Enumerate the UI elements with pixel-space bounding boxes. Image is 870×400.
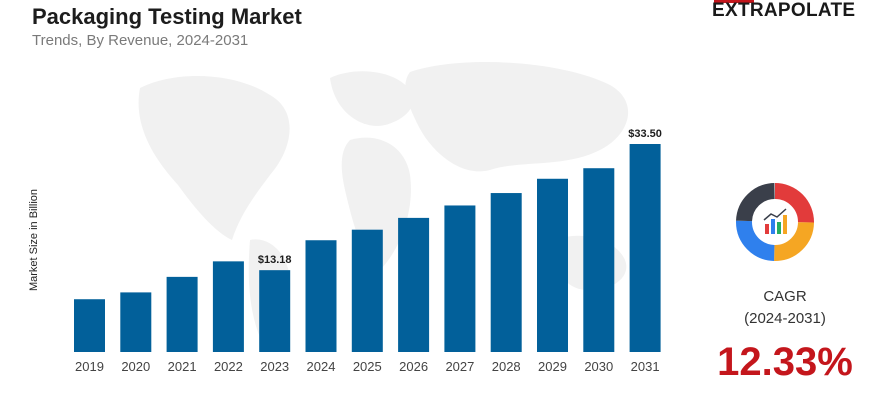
- x-tick-2031: 2031: [631, 359, 660, 374]
- x-tick-2025: 2025: [353, 359, 382, 374]
- chart-title: Packaging Testing Market: [32, 4, 302, 29]
- donut-chart-icon: [736, 183, 814, 261]
- bar-2028: [490, 193, 522, 352]
- bar-chart: 2019 2020 2021 2022 2023 2024 2025 2026 2027 2028…: [74, 62, 662, 374]
- bar-2031: [629, 144, 661, 352]
- brand-accent-bar: [714, 0, 754, 3]
- x-tick-2022: 2022: [214, 359, 243, 374]
- bar-2030: [583, 168, 615, 352]
- bar-2023: [259, 270, 291, 352]
- chart-subtitle: Trends, By Revenue, 2024-2031: [32, 32, 249, 49]
- x-tick-2029: 2029: [538, 359, 567, 374]
- x-tick-2021: 2021: [168, 359, 197, 374]
- x-tick-2026: 2026: [399, 359, 428, 374]
- x-tick-2020: 2020: [121, 359, 150, 374]
- brand-logo: EXTRAPOLATE: [712, 0, 856, 21]
- cagr-label: CAGR: [763, 288, 807, 305]
- x-tick-2019: 2019: [75, 359, 104, 374]
- x-tick-2024: 2024: [307, 359, 336, 374]
- cagr-period: (2024-2031): [744, 310, 826, 327]
- x-tick-2027: 2027: [445, 359, 474, 374]
- x-tick-2028: 2028: [492, 359, 521, 374]
- bar-2026: [398, 217, 430, 352]
- bar-2025: [351, 229, 383, 352]
- bar-2020: [120, 292, 152, 352]
- x-tick-2023: 2023: [260, 359, 289, 374]
- bar-2027: [444, 205, 476, 352]
- bar-2024: [305, 240, 337, 352]
- cagr-value: 12.33%: [717, 340, 853, 384]
- x-tick-2030: 2030: [584, 359, 613, 374]
- bar-2022: [212, 261, 244, 352]
- data-label-2023: $13.18: [258, 254, 292, 266]
- bar-2029: [537, 178, 568, 352]
- bar-2019: [74, 299, 105, 352]
- data-label-2031: $33.50: [628, 128, 662, 140]
- bar-2021: [166, 276, 198, 352]
